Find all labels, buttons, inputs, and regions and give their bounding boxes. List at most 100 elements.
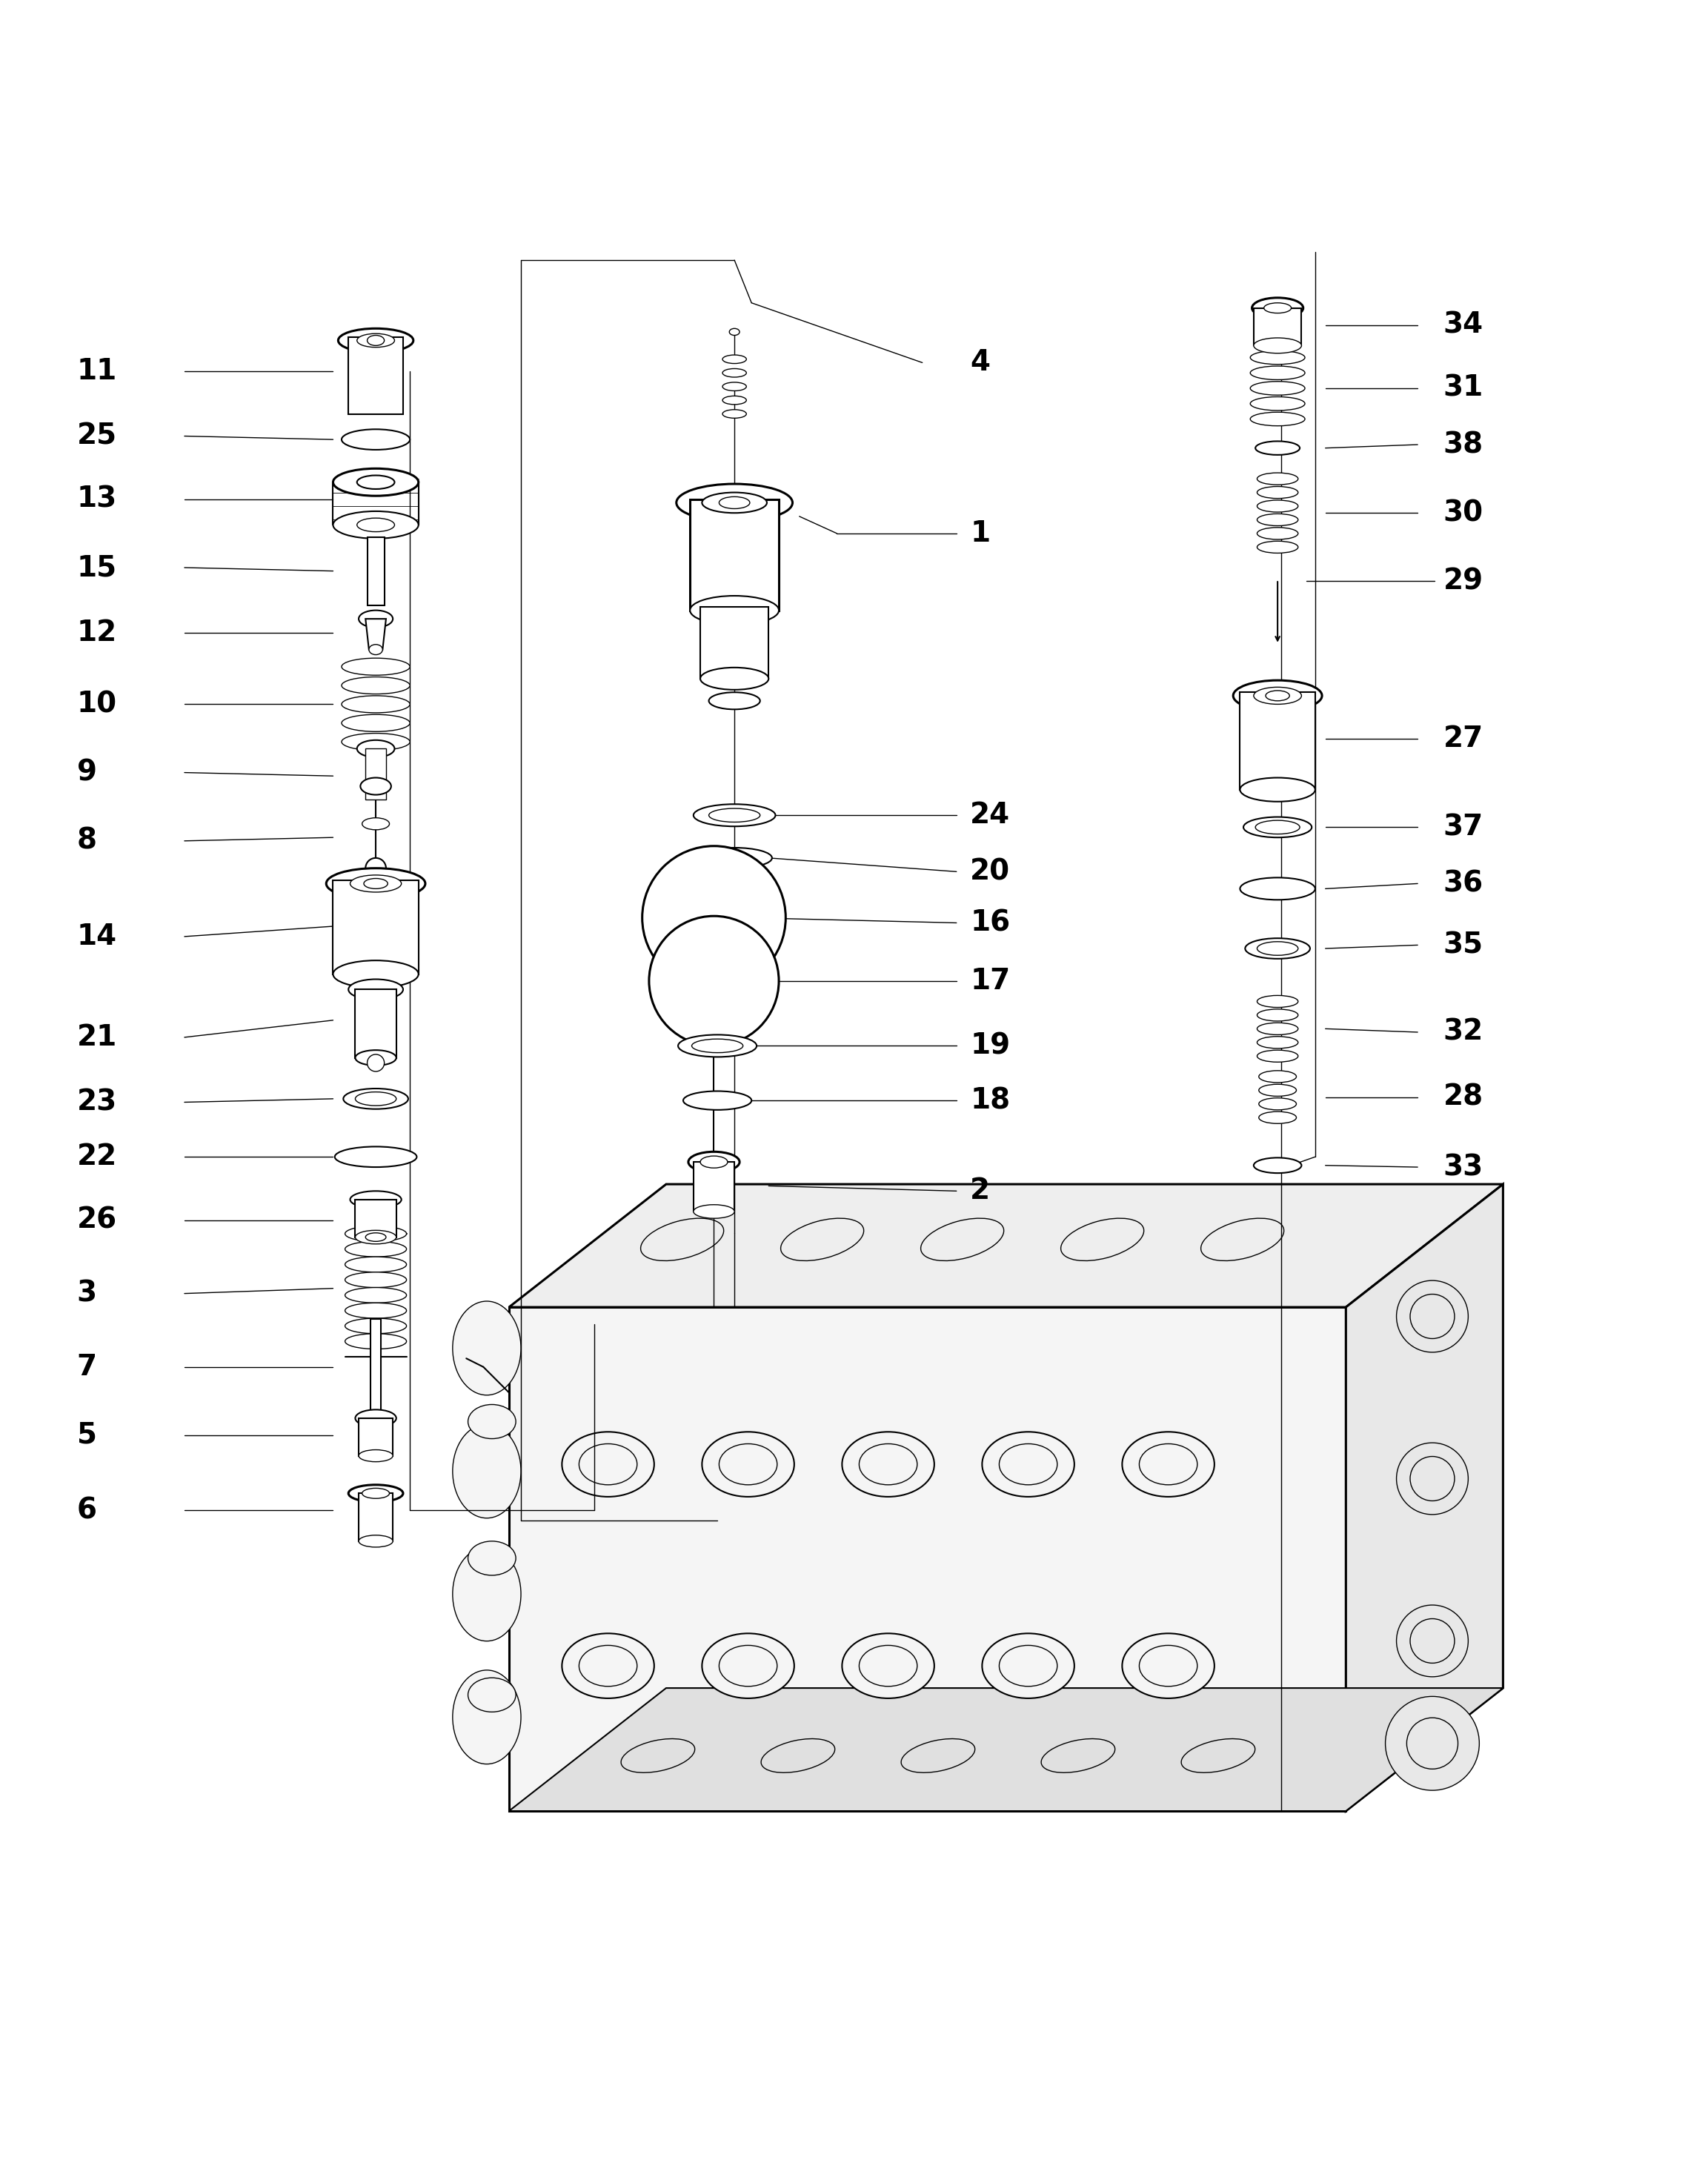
Polygon shape [366,620,386,650]
Text: 3: 3 [77,1279,97,1307]
Ellipse shape [348,1484,403,1501]
Ellipse shape [692,1039,743,1052]
Text: 34: 34 [1443,311,1483,339]
Ellipse shape [1240,877,1315,901]
Text: 24: 24 [970,801,1009,829]
Ellipse shape [468,1404,516,1439]
Ellipse shape [579,1443,637,1484]
Ellipse shape [468,1678,516,1713]
Ellipse shape [982,1633,1074,1698]
Bar [693,1162,734,1212]
Ellipse shape [335,1147,417,1166]
Text: 21: 21 [77,1024,118,1052]
Polygon shape [509,1689,1503,1810]
Ellipse shape [345,1287,407,1302]
Ellipse shape [367,335,384,346]
Ellipse shape [1257,527,1298,540]
Ellipse shape [1250,413,1305,426]
Ellipse shape [1407,1717,1459,1769]
Text: 15: 15 [77,553,116,581]
Text: 18: 18 [970,1086,1009,1115]
Bar [700,607,769,678]
Ellipse shape [359,1449,393,1462]
Ellipse shape [729,328,740,335]
Ellipse shape [1257,1050,1298,1063]
Text: 32: 32 [1443,1017,1484,1045]
Ellipse shape [345,1272,407,1287]
Polygon shape [1346,1184,1503,1810]
Ellipse shape [1061,1218,1144,1261]
Ellipse shape [859,1646,917,1687]
Ellipse shape [345,1302,407,1318]
Ellipse shape [1257,1037,1298,1048]
Ellipse shape [453,1670,521,1765]
Ellipse shape [1259,1084,1296,1097]
Ellipse shape [1257,996,1298,1007]
Ellipse shape [1250,397,1305,410]
Ellipse shape [342,676,410,693]
Bar [355,1199,396,1238]
Ellipse shape [678,1035,757,1056]
Text: 35: 35 [1443,931,1483,959]
Circle shape [649,916,779,1045]
Ellipse shape [369,644,383,654]
Ellipse shape [690,596,779,624]
Text: 14: 14 [77,922,116,950]
Text: 13: 13 [77,486,118,514]
Ellipse shape [1266,691,1290,700]
Text: 33: 33 [1443,1153,1484,1182]
Ellipse shape [342,732,410,750]
Ellipse shape [453,1423,521,1518]
Ellipse shape [333,512,418,538]
Ellipse shape [1250,382,1305,395]
Ellipse shape [693,1205,734,1218]
Ellipse shape [1397,1281,1469,1352]
Ellipse shape [1257,542,1298,553]
Ellipse shape [1257,486,1298,499]
Ellipse shape [1245,937,1310,959]
Bar [1240,693,1315,791]
Ellipse shape [342,696,410,713]
Ellipse shape [348,978,403,1000]
Ellipse shape [722,369,746,378]
Ellipse shape [842,1432,934,1497]
Ellipse shape [362,1488,389,1499]
Ellipse shape [1250,365,1305,380]
Text: 26: 26 [77,1205,116,1233]
Circle shape [642,847,786,989]
Ellipse shape [1139,1646,1197,1687]
Ellipse shape [690,484,779,514]
Text: 27: 27 [1443,724,1484,752]
Ellipse shape [562,1633,654,1698]
Ellipse shape [333,961,418,987]
Bar [359,1419,393,1456]
Ellipse shape [1385,1696,1479,1791]
Text: 23: 23 [77,1089,118,1117]
Ellipse shape [999,1443,1057,1484]
Ellipse shape [702,492,767,512]
Ellipse shape [359,1536,393,1547]
Circle shape [367,1054,384,1071]
Ellipse shape [702,1633,794,1698]
Ellipse shape [1411,1294,1455,1339]
Text: 37: 37 [1443,812,1484,840]
Ellipse shape [842,1633,934,1698]
Ellipse shape [453,1300,521,1395]
Ellipse shape [362,819,389,829]
Ellipse shape [468,1540,516,1575]
Ellipse shape [1254,687,1301,704]
Ellipse shape [1254,337,1301,354]
Ellipse shape [1257,514,1298,525]
Ellipse shape [1257,473,1298,484]
Ellipse shape [1257,501,1298,512]
Bar [1254,309,1301,346]
Bar [359,1493,393,1540]
Ellipse shape [702,1432,794,1497]
Ellipse shape [982,1432,1074,1497]
Bar [371,1320,381,1415]
Text: 4: 4 [970,348,991,376]
Ellipse shape [562,1432,654,1497]
Text: 7: 7 [77,1352,97,1380]
Ellipse shape [579,1646,637,1687]
Ellipse shape [345,1333,407,1350]
